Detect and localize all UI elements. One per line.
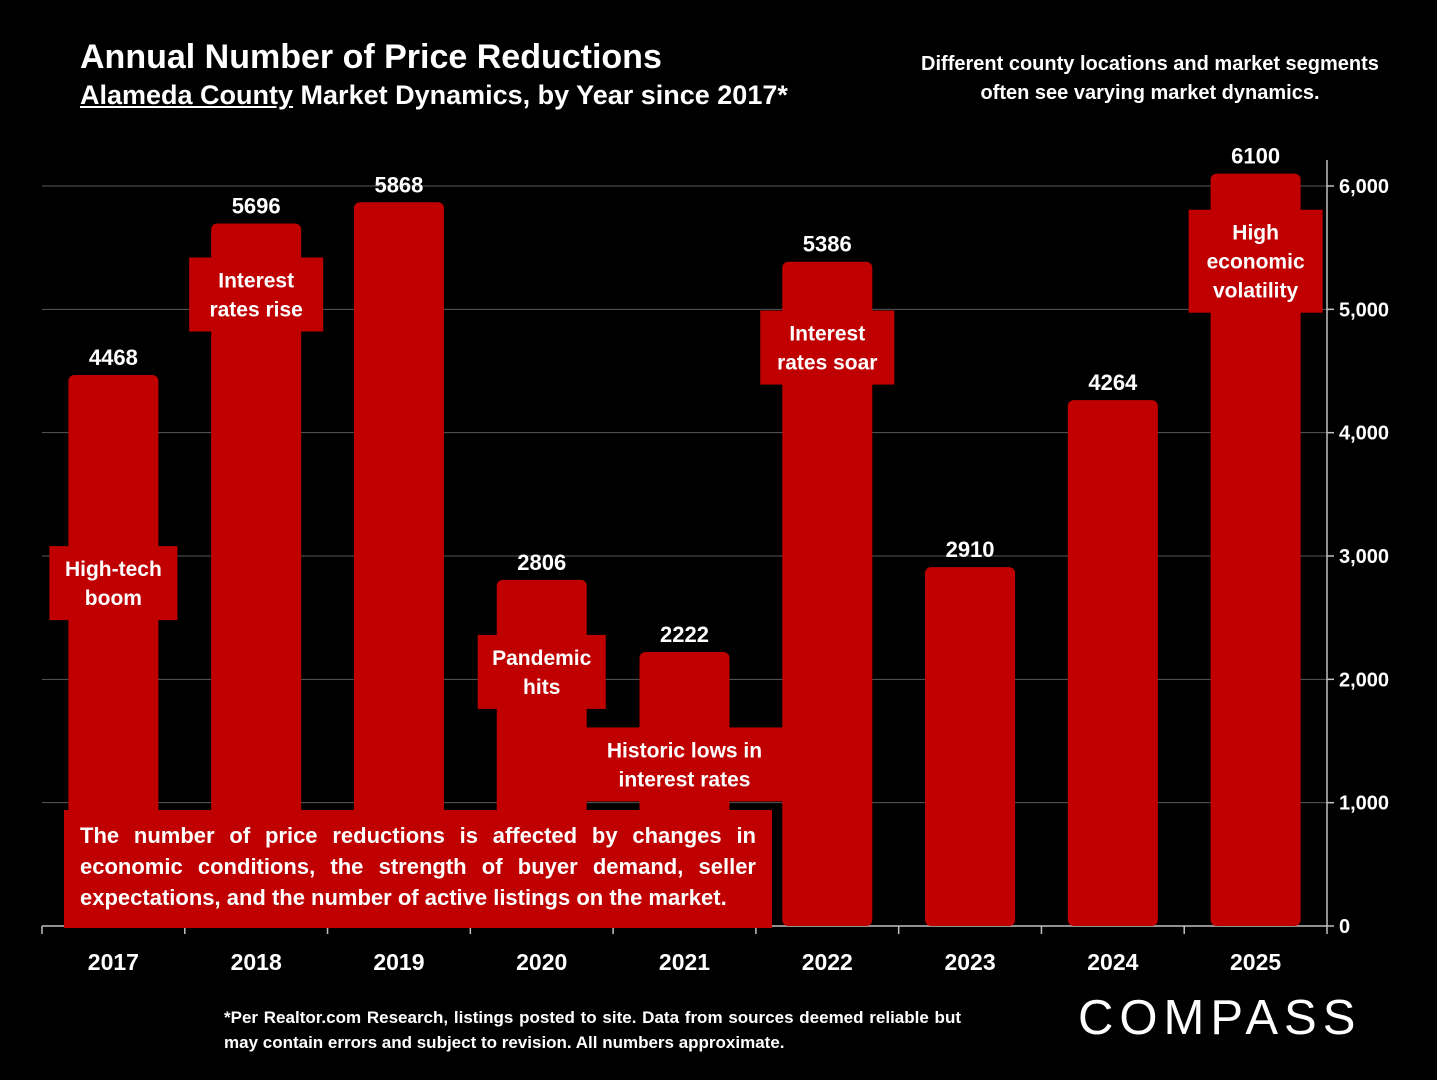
x-tick-label-2020: 2020 bbox=[516, 949, 567, 975]
annotation-text-2022: Interest bbox=[789, 323, 865, 346]
bar-2023 bbox=[925, 567, 1016, 926]
annotation-text-2018: Interest bbox=[218, 270, 294, 293]
bar-2024 bbox=[1067, 400, 1158, 926]
annotation-text-2021: interest rates bbox=[619, 768, 751, 791]
annotation-text-2017: boom bbox=[85, 587, 142, 610]
annotation-text-2018: rates rise bbox=[209, 299, 302, 322]
y-tick-label: 1,000 bbox=[1339, 793, 1389, 815]
footnote: *Per Realtor.com Research, listings post… bbox=[224, 1008, 961, 1052]
y-tick-label: 2,000 bbox=[1339, 669, 1389, 691]
bar-2017 bbox=[68, 374, 159, 926]
annotation-box-2018 bbox=[189, 257, 324, 332]
x-tick-label-2019: 2019 bbox=[373, 949, 424, 975]
annotation-box-2022 bbox=[760, 310, 895, 385]
annotation-text-2025: economic bbox=[1207, 251, 1305, 274]
data-label-2023: 2910 bbox=[946, 537, 995, 562]
annotation-box-2020 bbox=[477, 634, 606, 709]
annotation-text-2020: Pandemic bbox=[492, 647, 592, 670]
annotation-text-2020: hits bbox=[523, 676, 560, 699]
x-tick-label-2024: 2024 bbox=[1087, 949, 1138, 975]
subtitle-rest: Market Dynamics, by Year since 2017* bbox=[293, 80, 788, 110]
annotation-text-2025: volatility bbox=[1213, 280, 1299, 303]
data-label-2020: 2806 bbox=[517, 550, 566, 575]
x-tick-label-2022: 2022 bbox=[802, 949, 853, 975]
side-note: Different county locations and market se… bbox=[921, 53, 1379, 104]
x-tick-label-2018: 2018 bbox=[231, 949, 282, 975]
data-label-2025: 6100 bbox=[1231, 144, 1280, 169]
data-label-2024: 4264 bbox=[1088, 370, 1138, 395]
y-tick-label: 3,000 bbox=[1339, 546, 1389, 568]
y-tick-label: 0 bbox=[1339, 916, 1350, 938]
annotation-text-2022: rates soar bbox=[777, 352, 877, 375]
annotation-box-2021 bbox=[584, 727, 785, 802]
x-tick-label-2021: 2021 bbox=[659, 949, 710, 975]
subtitle-county: Alameda County bbox=[80, 80, 294, 110]
annotation-text-2025: High bbox=[1232, 222, 1279, 245]
data-label-2022: 5386 bbox=[803, 232, 852, 257]
bar-2022 bbox=[782, 261, 873, 926]
y-tick-label: 5,000 bbox=[1339, 299, 1389, 321]
data-label-2018: 5696 bbox=[232, 193, 281, 218]
chart-title: Annual Number of Price Reductions bbox=[80, 38, 662, 76]
annotation-box-2017 bbox=[49, 546, 178, 621]
x-tick-label-2025: 2025 bbox=[1230, 949, 1281, 975]
data-label-2021: 2222 bbox=[660, 622, 709, 647]
data-label-2019: 5868 bbox=[374, 172, 423, 197]
annotation-text-2021: Historic lows in bbox=[607, 739, 762, 762]
bar-2025 bbox=[1210, 173, 1301, 926]
annotation-box-2025 bbox=[1188, 209, 1323, 313]
x-tick-label-2017: 2017 bbox=[88, 949, 139, 975]
chart-subtitle: Alameda County Market Dynamics, by Year … bbox=[80, 80, 788, 111]
y-tick-label: 4,000 bbox=[1339, 423, 1389, 445]
bar-2018 bbox=[211, 223, 302, 926]
data-label-2017: 4468 bbox=[89, 345, 138, 370]
bottom-note: The number of price reductions is affect… bbox=[64, 810, 772, 928]
annotation-text-2017: High-tech bbox=[65, 558, 162, 581]
y-tick-label: 6,000 bbox=[1339, 176, 1389, 198]
compass-logo: COMPASS bbox=[1078, 991, 1362, 1045]
x-tick-label-2023: 2023 bbox=[944, 949, 995, 975]
bar-2019 bbox=[353, 202, 444, 926]
